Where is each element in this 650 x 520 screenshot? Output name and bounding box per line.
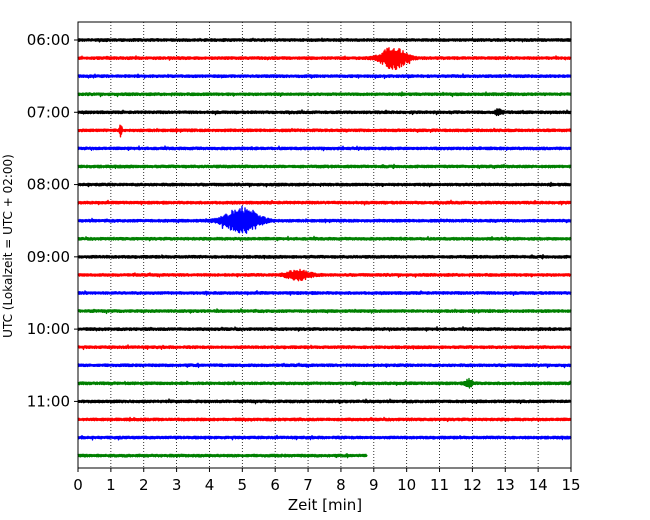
trace-row-1015 xyxy=(77,344,572,351)
x-tick-label: 6 xyxy=(270,476,280,494)
trace-row-1100 xyxy=(77,398,572,405)
x-tick-label: 5 xyxy=(238,476,248,494)
trace-row-0945 xyxy=(77,308,572,315)
trace-row-0600 xyxy=(77,37,572,43)
y-tick-label: 09:00 xyxy=(27,248,70,266)
trace-row-0615 xyxy=(77,47,572,71)
trace-row-0800 xyxy=(77,181,572,188)
trace-row-1030 xyxy=(77,362,572,369)
trace-row-0715 xyxy=(77,124,572,138)
x-axis-ticks: 0 1 2 3 4 5 6 7 8 9 10 11 12 13 14 15 xyxy=(73,468,581,494)
trace-row-0730 xyxy=(77,145,572,152)
x-tick-label: 15 xyxy=(561,476,580,494)
trace-row-0630 xyxy=(77,73,572,80)
x-tick-label: 8 xyxy=(336,476,346,494)
x-tick-label: 3 xyxy=(172,476,182,494)
trace-row-1115 xyxy=(77,416,572,423)
grid-lines xyxy=(110,22,539,468)
trace-row-0845 xyxy=(77,235,572,242)
trace-row-0645 xyxy=(77,91,572,98)
x-tick-label: 14 xyxy=(529,476,548,494)
trace-row-0700 xyxy=(77,108,572,117)
trace-row-0745 xyxy=(77,163,572,170)
x-axis-label: Zeit [min] xyxy=(288,496,362,514)
trace-row-0830 xyxy=(77,205,572,234)
y-axis-label: UTC (Lokalzeit = UTC + 02:00) xyxy=(1,154,15,338)
trace-row-0915 xyxy=(77,268,572,282)
x-tick-label: 13 xyxy=(496,476,515,494)
trace-row-0900 xyxy=(77,253,572,260)
trace-row-0815 xyxy=(77,199,572,206)
x-tick-label: 9 xyxy=(369,476,379,494)
y-tick-label: 06:00 xyxy=(27,31,70,49)
y-axis-ticks: 06:00 07:00 08:00 09:00 10:00 11:00 xyxy=(27,31,78,410)
x-tick-label: 2 xyxy=(139,476,149,494)
seismic-traces xyxy=(77,37,572,459)
x-tick-label: 7 xyxy=(303,476,313,494)
y-tick-label: 07:00 xyxy=(27,103,70,121)
y-tick-label: 11:00 xyxy=(27,392,70,410)
trace-row-1045 xyxy=(77,377,572,389)
x-tick-label: 0 xyxy=(73,476,83,494)
y-tick-label: 10:00 xyxy=(27,320,70,338)
x-tick-label: 1 xyxy=(106,476,116,494)
trace-row-1145 xyxy=(77,453,368,459)
x-tick-label: 11 xyxy=(430,476,449,494)
x-tick-label: 4 xyxy=(205,476,215,494)
x-tick-label: 10 xyxy=(397,476,416,494)
trace-row-1000 xyxy=(77,326,572,332)
plot-frame xyxy=(77,21,572,469)
trace-row-0930 xyxy=(77,290,572,296)
x-tick-label: 12 xyxy=(463,476,482,494)
trace-row-1130 xyxy=(77,434,572,441)
y-tick-label: 08:00 xyxy=(27,176,70,194)
